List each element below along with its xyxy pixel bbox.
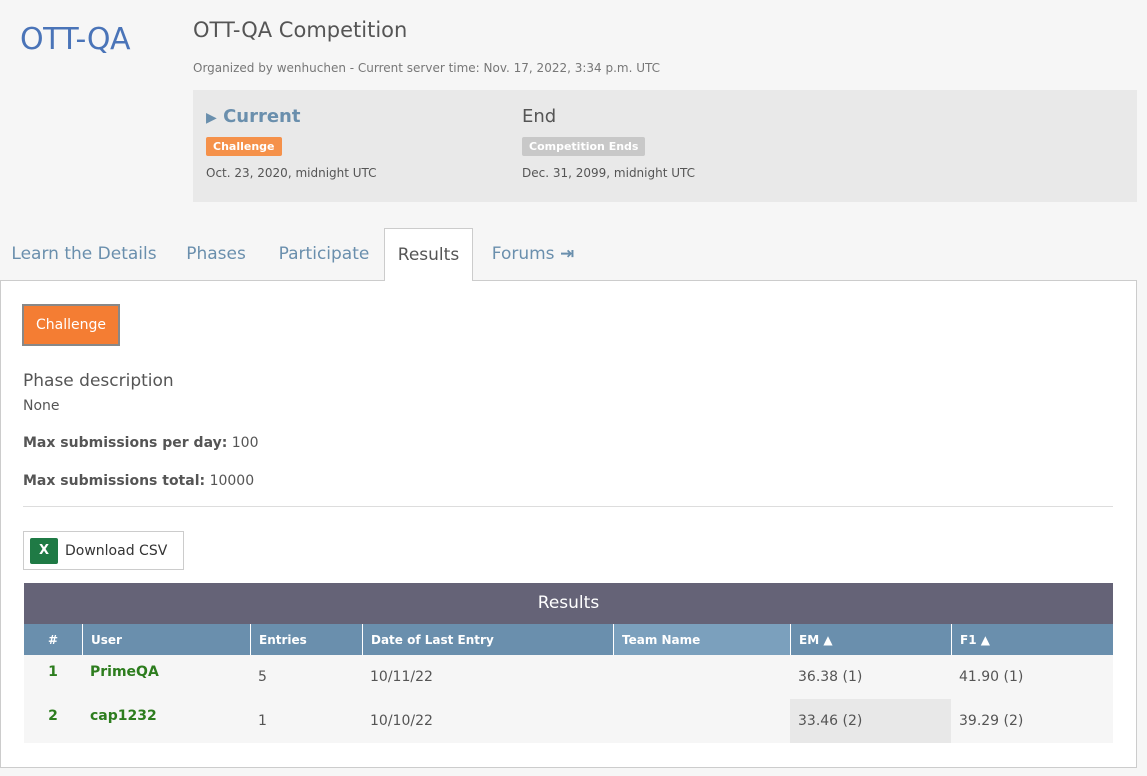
entries: 1 <box>258 713 267 729</box>
phase-date: Oct. 23, 2020, midnight UTC <box>206 166 377 180</box>
label: Max submissions total: <box>23 473 206 489</box>
user-link[interactable]: cap1232 <box>90 708 157 724</box>
phase-name: End <box>522 106 557 127</box>
table-row: 1 PrimeQA 5 10/11/22 36.38 (1) 41.90 (1) <box>24 655 1113 699</box>
sign-in-icon: ⇥ <box>559 244 575 264</box>
f1-score: 41.90 (1) <box>959 669 1024 685</box>
table-header-row: # User Entries Date of Last Entry Team N… <box>24 624 1113 655</box>
phase-badge: Competition Ends <box>522 137 646 156</box>
col-f1[interactable]: F1 ▲ <box>951 624 1113 655</box>
tab-participate[interactable]: Participate <box>278 244 370 264</box>
table-row: 2 cap1232 1 10/10/22 33.46 (2) 39.29 (2) <box>24 699 1113 743</box>
col-entries[interactable]: Entries <box>250 624 362 655</box>
label: Max submissions per day: <box>23 435 228 451</box>
phase-description: None <box>23 398 60 414</box>
last-entry-date: 10/10/22 <box>370 713 433 729</box>
page-title: OTT-QA Competition <box>193 18 408 42</box>
entries: 5 <box>258 669 267 685</box>
col-em[interactable]: EM ▲ <box>790 624 951 655</box>
divider <box>23 506 1113 507</box>
competition-logo: OTT-QA <box>20 22 131 57</box>
col-team-name[interactable]: Team Name <box>613 624 790 655</box>
phase-name: Current <box>223 106 301 127</box>
team-name <box>613 655 790 699</box>
team-name <box>613 699 790 743</box>
value: 100 <box>231 435 259 451</box>
phase-challenge-button[interactable]: Challenge <box>22 304 120 346</box>
user-link[interactable]: PrimeQA <box>90 664 159 680</box>
tab-label: Forums <box>491 244 555 264</box>
rank: 1 <box>48 664 58 680</box>
results-table-title: Results <box>24 583 1113 624</box>
max-per-day: Max submissions per day: 100 <box>23 435 259 451</box>
results-table: Results # User Entries Date of Last Entr… <box>24 583 1113 743</box>
phase-date: Dec. 31, 2099, midnight UTC <box>522 166 696 180</box>
tab-learn-the-details[interactable]: Learn the Details <box>11 244 157 264</box>
phase-description-label: Phase description <box>23 371 174 391</box>
play-icon: ▶ <box>206 110 217 126</box>
tab-bar: Learn the Details Phases Participate Res… <box>0 228 1137 281</box>
f1-score: 39.29 (2) <box>959 713 1024 729</box>
subtitle: Organized by wenhuchen - Current server … <box>193 61 661 75</box>
col-rank: # <box>47 632 59 647</box>
phase-end: End Competition Ends Dec. 31, 2099, midn… <box>522 106 695 180</box>
tab-results[interactable]: Results <box>384 228 473 281</box>
max-total: Max submissions total: 10000 <box>23 473 254 489</box>
col-date[interactable]: Date of Last Entry <box>362 624 613 655</box>
last-entry-date: 10/11/22 <box>370 669 433 685</box>
download-csv-button[interactable]: X Download CSV <box>23 531 184 570</box>
em-score: 36.38 (1) <box>798 669 863 685</box>
download-csv-label: Download CSV <box>65 542 168 559</box>
excel-icon: X <box>30 537 58 564</box>
value: 10000 <box>209 473 255 489</box>
phase-current: ▶ Current Challenge Oct. 23, 2020, midni… <box>206 106 377 180</box>
phase-timeline: ▶ Current Challenge Oct. 23, 2020, midni… <box>193 90 1137 202</box>
col-user[interactable]: User <box>82 624 250 655</box>
tab-forums[interactable]: Forums ⇥ <box>478 228 588 281</box>
phase-badge: Challenge <box>206 137 282 156</box>
rank: 2 <box>48 708 58 724</box>
em-score: 33.46 (2) <box>790 699 951 743</box>
tab-phases[interactable]: Phases <box>186 244 246 264</box>
